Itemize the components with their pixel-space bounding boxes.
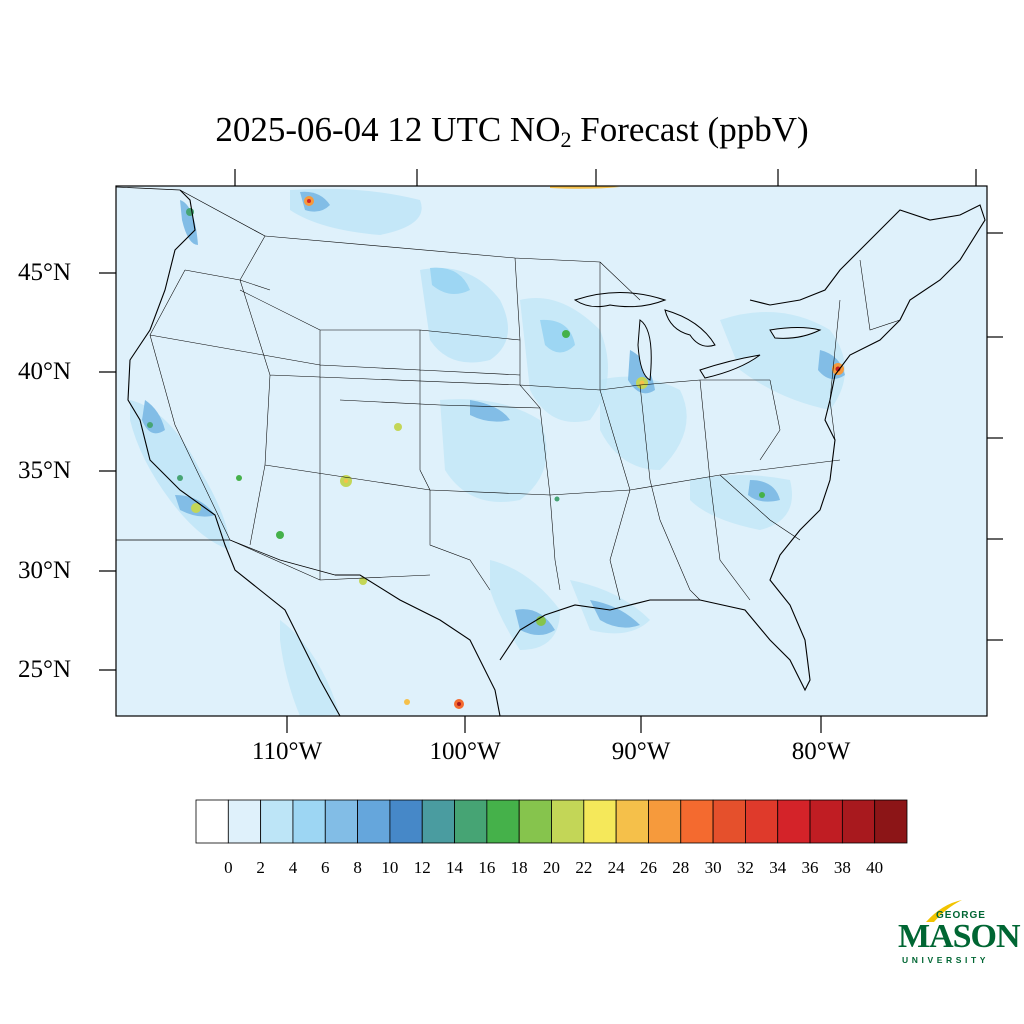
colorbar bbox=[195, 799, 908, 844]
colorbar-tick-label: 10 bbox=[381, 858, 399, 877]
international-border bbox=[116, 186, 336, 576]
colorbar-box bbox=[454, 799, 488, 844]
lat-label-40: 40°N bbox=[18, 358, 72, 385]
lon-label-100: 100°W bbox=[429, 738, 501, 765]
colorbar-box bbox=[551, 799, 585, 844]
colorbar-box bbox=[745, 799, 779, 844]
concentration-fill bbox=[130, 186, 845, 716]
colorbar-tick-label: 28 bbox=[672, 858, 690, 877]
colorbar-box bbox=[648, 799, 682, 844]
lat-label-25: 25°N bbox=[18, 656, 72, 683]
colorbar-box bbox=[583, 799, 617, 844]
colorbar-box bbox=[292, 799, 326, 844]
title-prefix: 2025-06-04 12 UTC NO bbox=[215, 110, 561, 149]
colorbar-box bbox=[324, 799, 358, 844]
colorbar-box bbox=[615, 799, 649, 844]
lon-label-80: 80°W bbox=[791, 738, 851, 765]
lon-label-90: 90°W bbox=[611, 738, 671, 765]
colorbar-box bbox=[389, 799, 423, 844]
colorbar-box bbox=[260, 799, 294, 844]
axis-ticks bbox=[99, 169, 1003, 733]
colorbar-tick-label: 16 bbox=[478, 858, 496, 877]
colorbar-box bbox=[712, 799, 746, 844]
title-subscript: 2 bbox=[560, 127, 572, 152]
colorbar-tick-label: 30 bbox=[704, 858, 722, 877]
lat-label-30: 30°N bbox=[18, 557, 72, 584]
title-suffix: Forecast (ppbV) bbox=[571, 110, 809, 149]
george-mason-logo: GEORGE MASON UNIVERSITY bbox=[896, 896, 1021, 968]
colorbar-tick-label: 18 bbox=[510, 858, 528, 877]
logo-line3: UNIVERSITY bbox=[902, 955, 990, 965]
colorbar-tick-label: 0 bbox=[224, 858, 233, 877]
colorbar-tick-label: 24 bbox=[607, 858, 625, 877]
colorbar-tick-label: 38 bbox=[833, 858, 851, 877]
state-borders bbox=[149, 235, 901, 601]
colorbar-tick-label: 6 bbox=[321, 858, 330, 877]
colorbar-box bbox=[357, 799, 391, 844]
coastline bbox=[127, 189, 986, 716]
lat-label-45: 45°N bbox=[18, 259, 72, 286]
colorbar-box bbox=[680, 799, 714, 844]
colorbar-box bbox=[227, 799, 262, 844]
lon-label-110: 110°W bbox=[251, 738, 323, 765]
colorbar-tick-label: 14 bbox=[446, 858, 464, 877]
colorbar-box bbox=[777, 799, 811, 844]
colorbar-tick-label: 2 bbox=[256, 858, 265, 877]
colorbar-tick-label: 8 bbox=[353, 858, 362, 877]
colorbar-tick-label: 36 bbox=[801, 858, 819, 877]
colorbar-tick-label: 20 bbox=[543, 858, 560, 877]
colorbar-box bbox=[421, 799, 455, 844]
colorbar-box bbox=[486, 799, 520, 844]
map-frame bbox=[115, 185, 988, 717]
colorbar-box bbox=[809, 799, 843, 844]
great-lakes bbox=[573, 292, 822, 381]
colorbar-tick-label: 40 bbox=[866, 858, 884, 877]
colorbar-box bbox=[195, 799, 229, 844]
colorbar-tick-label: 32 bbox=[736, 858, 754, 877]
colorbar-tick-label: 12 bbox=[413, 858, 431, 877]
colorbar-tick-label: 22 bbox=[575, 858, 593, 877]
logo-line2: MASON bbox=[898, 918, 1021, 955]
colorbar-tick-label: 4 bbox=[288, 858, 298, 877]
logo-swoosh-icon bbox=[926, 900, 962, 922]
logo-line1: GEORGE bbox=[936, 910, 986, 921]
colorbar-tick-label: 34 bbox=[769, 858, 787, 877]
lat-label-35: 35°N bbox=[18, 457, 72, 484]
colorbar-box bbox=[874, 799, 908, 844]
colorbar-tick-label: 26 bbox=[639, 858, 657, 877]
map-title: 2025-06-04 12 UTC NO2 Forecast (ppbV) bbox=[0, 110, 1024, 153]
colorbar-box bbox=[841, 799, 876, 844]
colorbar-box bbox=[518, 799, 552, 844]
